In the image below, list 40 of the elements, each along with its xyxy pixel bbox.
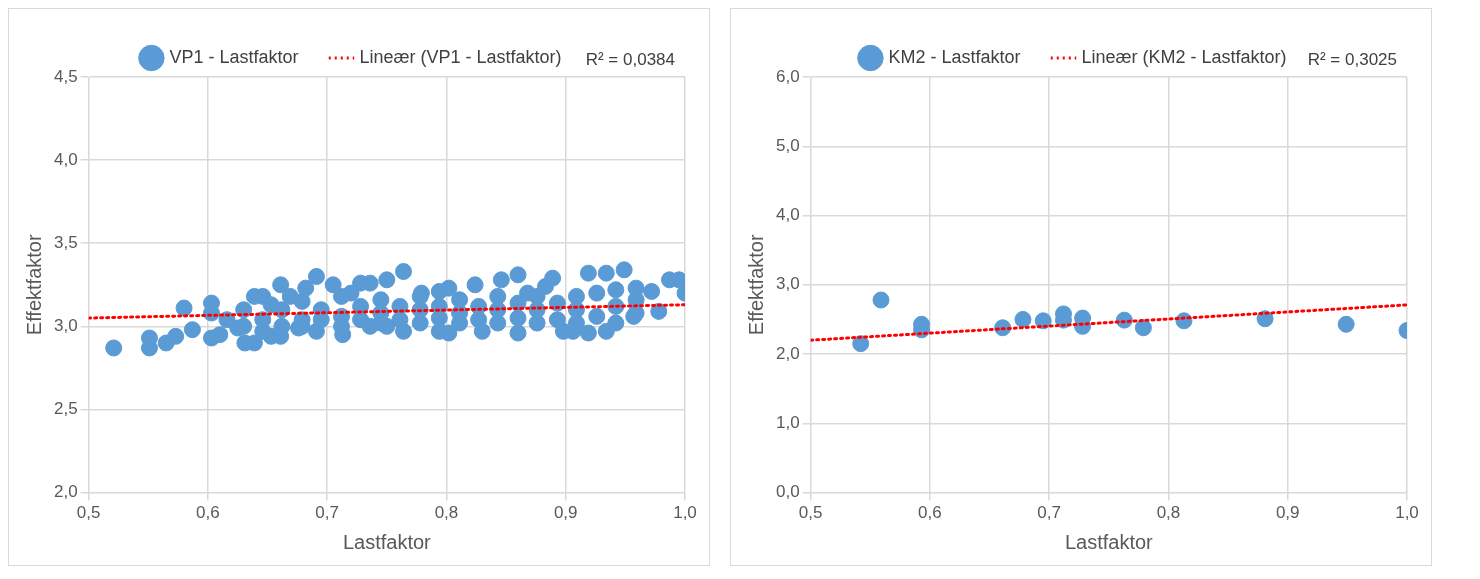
y-tick-label: 4,0 <box>775 205 800 225</box>
point <box>1337 315 1355 333</box>
y-tick-label: 2,0 <box>53 482 78 502</box>
text: R² = 0,3025 <box>1307 50 1397 70</box>
x-tick-label: 1,0 <box>1395 503 1419 523</box>
y-tick-label: 1,0 <box>775 413 800 433</box>
x-tick-label: 0,9 <box>553 503 578 523</box>
x-tick-label: 0,8 <box>434 503 459 523</box>
x-tick-label: 0,7 <box>315 503 339 523</box>
y-axis-title: Effektfaktor <box>22 234 45 336</box>
legend-label: KM2 - Lastfaktor <box>888 46 1021 67</box>
legend-label: Lineær (VP1 - Lastfaktor) <box>359 46 562 67</box>
y-tick-label: 4,5 <box>53 66 78 86</box>
y-tick-label: 6,0 <box>775 66 800 86</box>
y-tick-label: 2,5 <box>53 399 78 419</box>
y-axis-title: Effektfaktor <box>744 234 767 336</box>
x-tick-label: 0,8 <box>1156 503 1181 523</box>
x-axis-title: Lastfaktor <box>342 530 432 553</box>
y-tick-label: 5,0 <box>775 135 800 155</box>
x-tick-label: 0,7 <box>1037 503 1061 523</box>
text: R² = 0,0384 <box>585 50 675 70</box>
x-tick-label: 0,9 <box>1275 503 1300 523</box>
y-tick-label: 2,0 <box>775 343 800 363</box>
x-axis-title: Lastfaktor <box>1064 530 1154 553</box>
x-tick-label: 0,6 <box>196 503 220 523</box>
y-tick-label: 3,5 <box>53 232 78 252</box>
x-tick-label: 0,5 <box>76 503 101 523</box>
point <box>852 335 870 353</box>
legend-label: Lineær (KM2 - Lastfaktor) <box>1081 46 1287 67</box>
legend-label: VP1 - Lastfaktor <box>169 46 299 67</box>
x-tick-label: 0,6 <box>918 503 942 523</box>
y-tick-label: 4,0 <box>53 149 78 169</box>
x-tick-label: 0,5 <box>798 503 823 523</box>
x-tick-label: 1,0 <box>673 503 697 523</box>
point <box>1014 310 1032 328</box>
y-tick-label: 3,0 <box>53 316 78 336</box>
point <box>872 291 890 309</box>
y-tick-label: 0,0 <box>775 482 800 502</box>
y-tick-label: 3,0 <box>775 274 800 294</box>
point <box>1134 319 1152 337</box>
